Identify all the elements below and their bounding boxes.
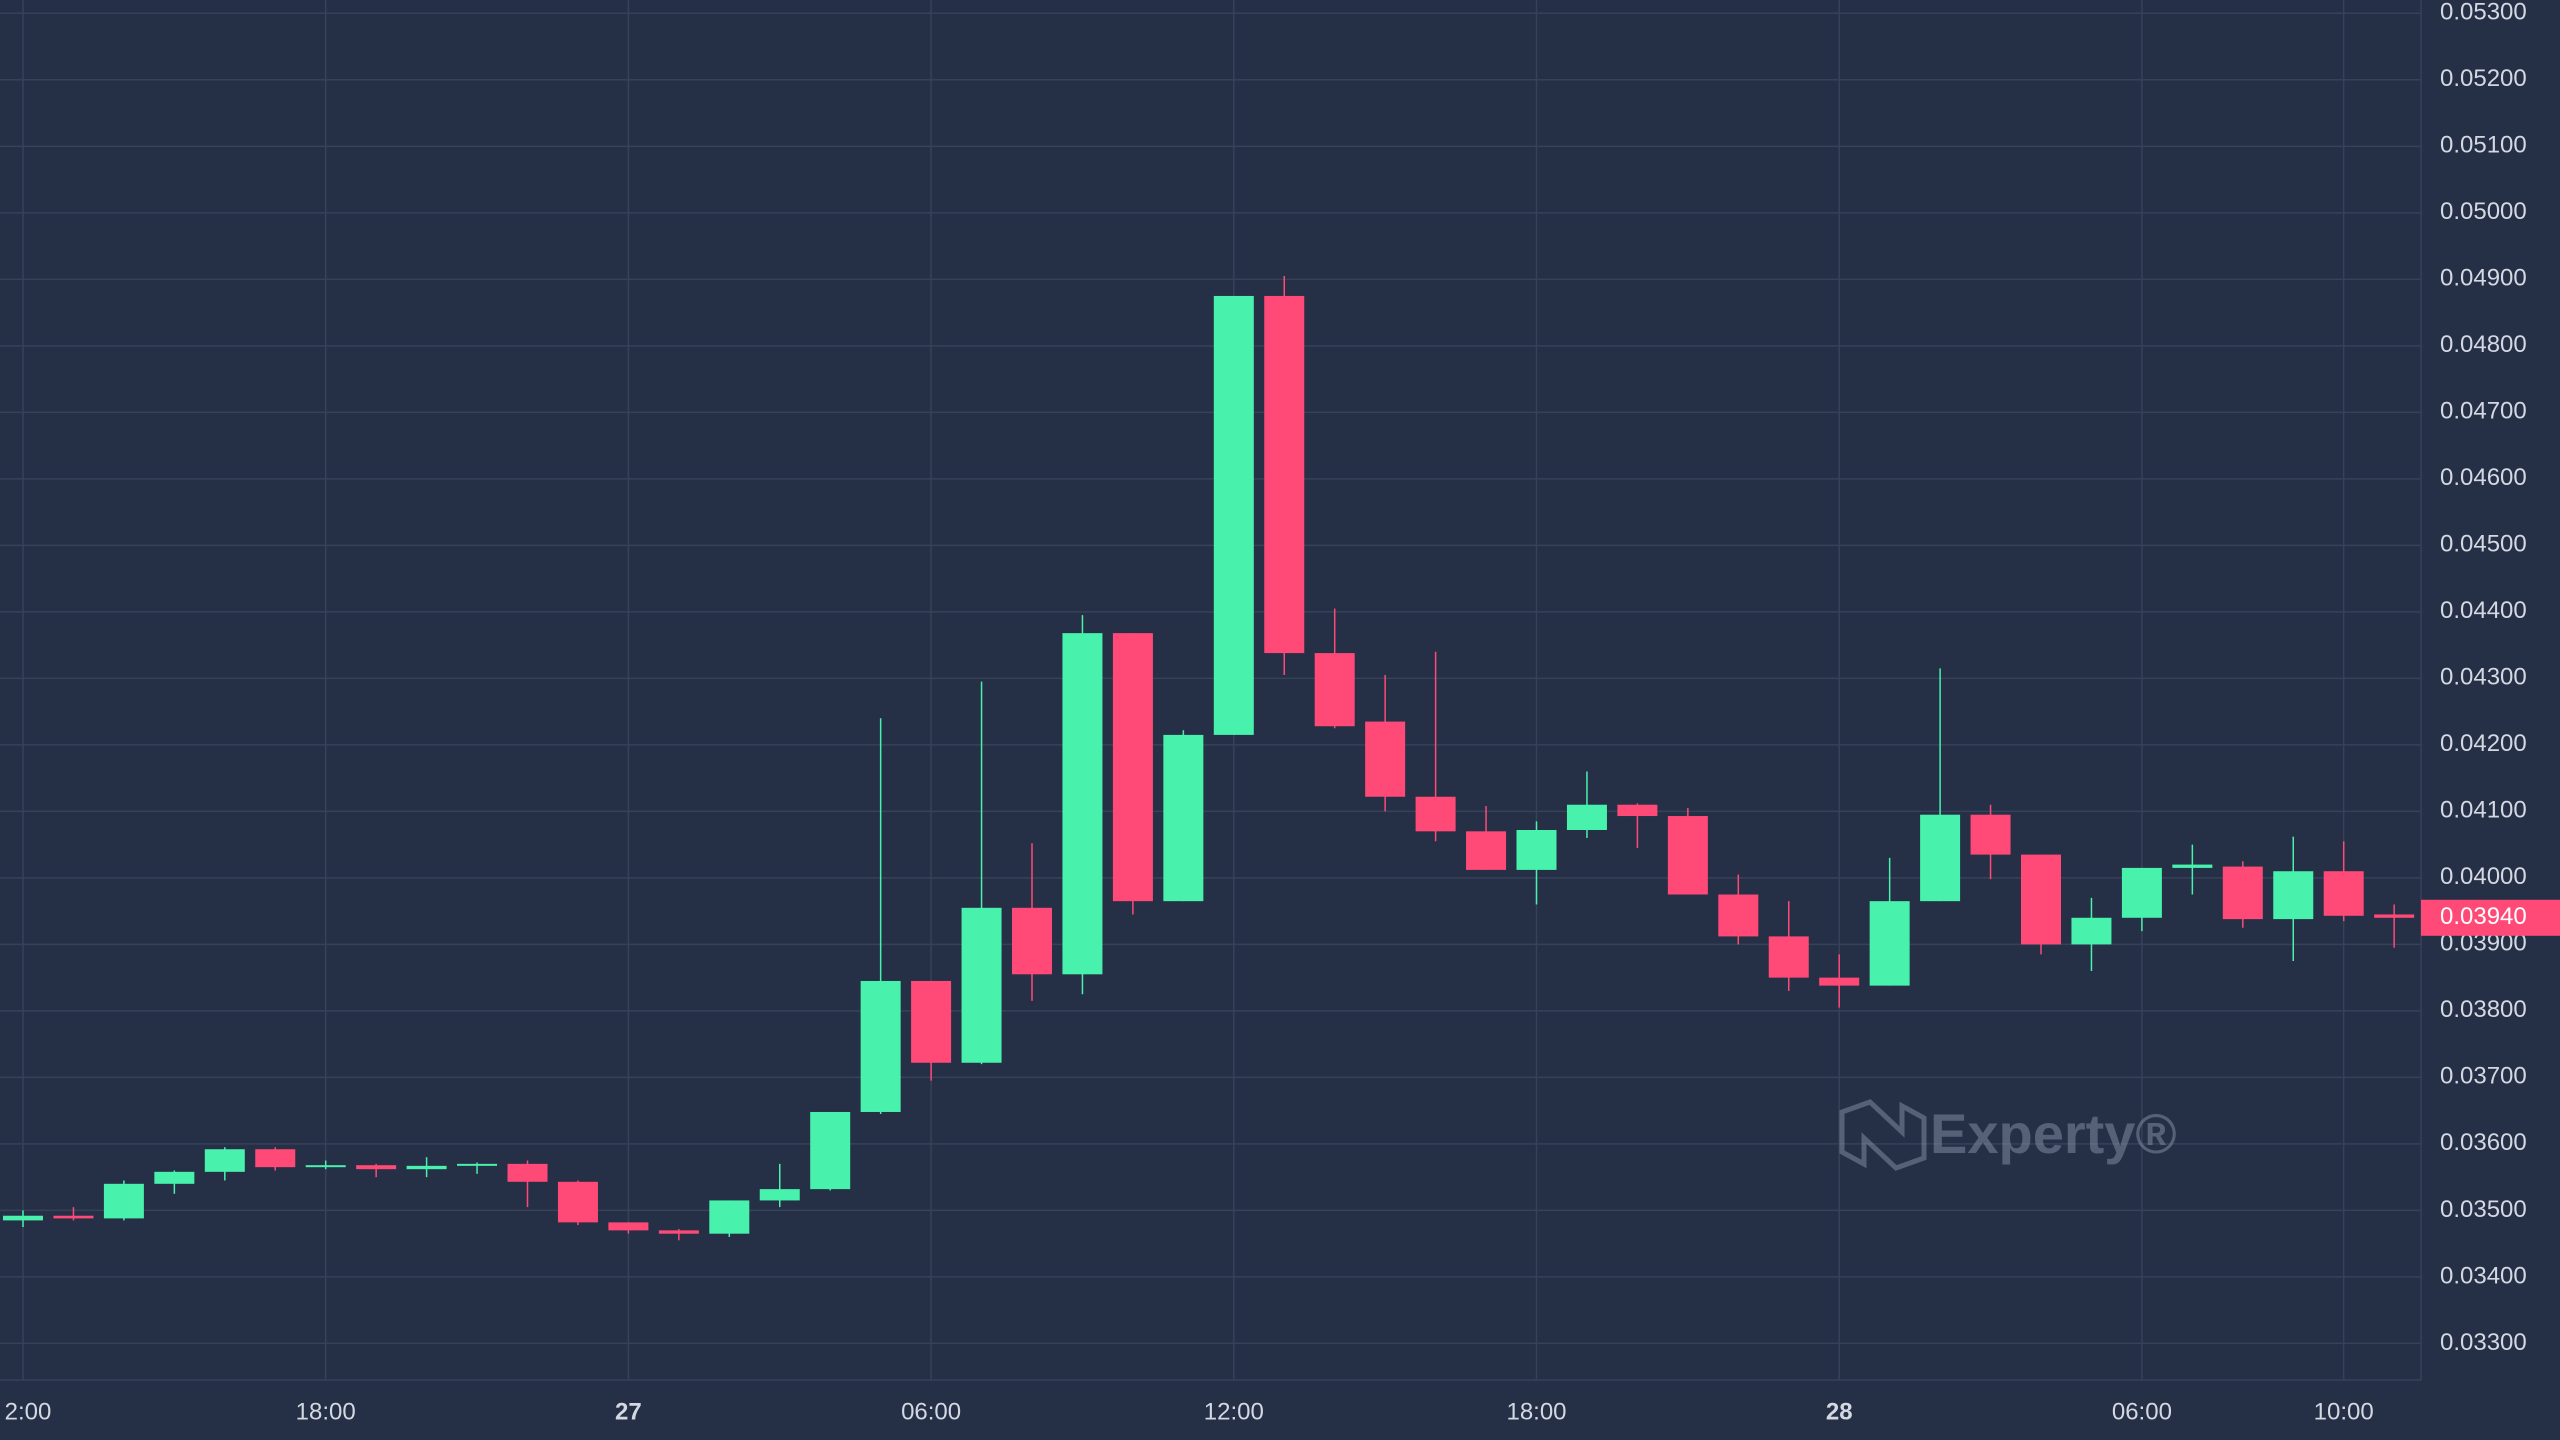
y-tick-label: 0.03800 xyxy=(2440,996,2527,1023)
axis-labels: 0.03300 0.03400 0.03500 0.03600 0.03700 0.038… xyxy=(5,0,2560,1425)
candle-body xyxy=(1365,721,1406,797)
candle-body xyxy=(1920,814,1961,902)
y-tick-label: 0.05100 xyxy=(2440,132,2527,159)
last-price-label: 0.03940 xyxy=(2440,903,2527,930)
y-tick-label: 0.03600 xyxy=(2440,1129,2527,1156)
y-tick-label: 0.04900 xyxy=(2440,265,2527,292)
candle-body xyxy=(154,1171,195,1184)
candle-body xyxy=(759,1189,800,1201)
last-price-box xyxy=(2421,899,2560,936)
candles xyxy=(3,276,2415,1241)
candle-body xyxy=(305,1165,346,1168)
candle-body xyxy=(1970,814,2011,855)
candle-body xyxy=(810,1111,851,1190)
x-tick-label: 06:00 xyxy=(2112,1398,2172,1425)
candle-body xyxy=(1466,831,1507,870)
candle-body xyxy=(1012,907,1052,975)
candle-body xyxy=(709,1200,750,1234)
candle-body xyxy=(2121,867,2162,918)
y-tick-label: 0.03300 xyxy=(2440,1329,2527,1356)
grid xyxy=(0,0,2421,1380)
y-tick-label: 0.04000 xyxy=(2440,863,2527,890)
candle-body xyxy=(507,1163,548,1182)
watermark-logo xyxy=(1839,1099,1927,1171)
x-tick-label: 06:00 xyxy=(901,1398,961,1425)
y-tick-label: 0.05200 xyxy=(2440,65,2527,92)
x-tick-label: 28 xyxy=(1826,1398,1853,1425)
watermark-text: Experty® xyxy=(1930,1102,2177,1165)
y-tick-label: 0.04300 xyxy=(2440,664,2527,691)
y-tick-label: 0.04600 xyxy=(2440,464,2527,491)
candle-body xyxy=(406,1165,447,1170)
candle-body xyxy=(658,1230,699,1234)
y-tick-label: 0.04700 xyxy=(2440,398,2527,425)
candle-body xyxy=(1314,653,1355,727)
candle-body xyxy=(53,1215,94,1219)
y-tick-label: 0.03500 xyxy=(2440,1196,2527,1223)
candle-body xyxy=(204,1149,245,1172)
y-tick-label: 0.04800 xyxy=(2440,331,2527,358)
x-tick-label: 18:00 xyxy=(1506,1398,1566,1425)
candle-body xyxy=(1667,816,1708,895)
x-tick-label: 10:00 xyxy=(2314,1398,2374,1425)
candle-body xyxy=(2071,917,2112,945)
y-tick-label: 0.05300 xyxy=(2440,0,2527,26)
y-tick-label: 0.04400 xyxy=(2440,597,2527,624)
candle-body xyxy=(1819,977,1860,986)
candle-body xyxy=(2172,864,2213,868)
candle-body xyxy=(1768,936,1809,978)
y-tick-label: 0.05000 xyxy=(2440,198,2527,225)
y-tick-label: 0.03400 xyxy=(2440,1262,2527,1289)
candle-body xyxy=(1718,894,1759,937)
candle-body xyxy=(1112,633,1153,902)
watermark: Experty® xyxy=(1839,1099,2177,1171)
candle-body xyxy=(457,1163,498,1166)
candle-body xyxy=(2374,914,2415,918)
y-tick-label: 0.04200 xyxy=(2440,730,2527,757)
candle-body xyxy=(860,980,901,1112)
x-tick-label: 18:00 xyxy=(296,1398,356,1425)
candle-body xyxy=(557,1181,598,1223)
candle-body xyxy=(1163,734,1204,902)
candle-body xyxy=(1617,804,1658,817)
x-tick-label: 27 xyxy=(615,1398,642,1425)
candle-body xyxy=(1566,804,1607,830)
x-tick-label: 2:00 xyxy=(5,1398,52,1425)
candle-body xyxy=(2222,866,2263,920)
candle-body xyxy=(3,1215,43,1221)
candle-body xyxy=(961,907,1002,1063)
candle-body xyxy=(1869,901,1910,986)
y-tick-label: 0.04500 xyxy=(2440,531,2527,558)
candle-body xyxy=(1213,295,1254,735)
candle-body xyxy=(2323,871,2364,916)
y-tick-label: 0.04100 xyxy=(2440,797,2527,824)
candle-body xyxy=(356,1165,397,1170)
candle-body xyxy=(1516,829,1557,870)
candle-body xyxy=(2273,871,2314,920)
candle-body xyxy=(103,1183,144,1219)
candle-body xyxy=(911,980,952,1063)
x-tick-label: 12:00 xyxy=(1204,1398,1264,1425)
candle-body xyxy=(608,1222,649,1231)
candle-body xyxy=(255,1149,296,1168)
y-tick-label: 0.03700 xyxy=(2440,1063,2527,1090)
candle-body xyxy=(2021,854,2061,945)
candle-body xyxy=(1415,796,1456,832)
candle-body xyxy=(1062,633,1103,975)
candle-body xyxy=(1264,295,1305,654)
